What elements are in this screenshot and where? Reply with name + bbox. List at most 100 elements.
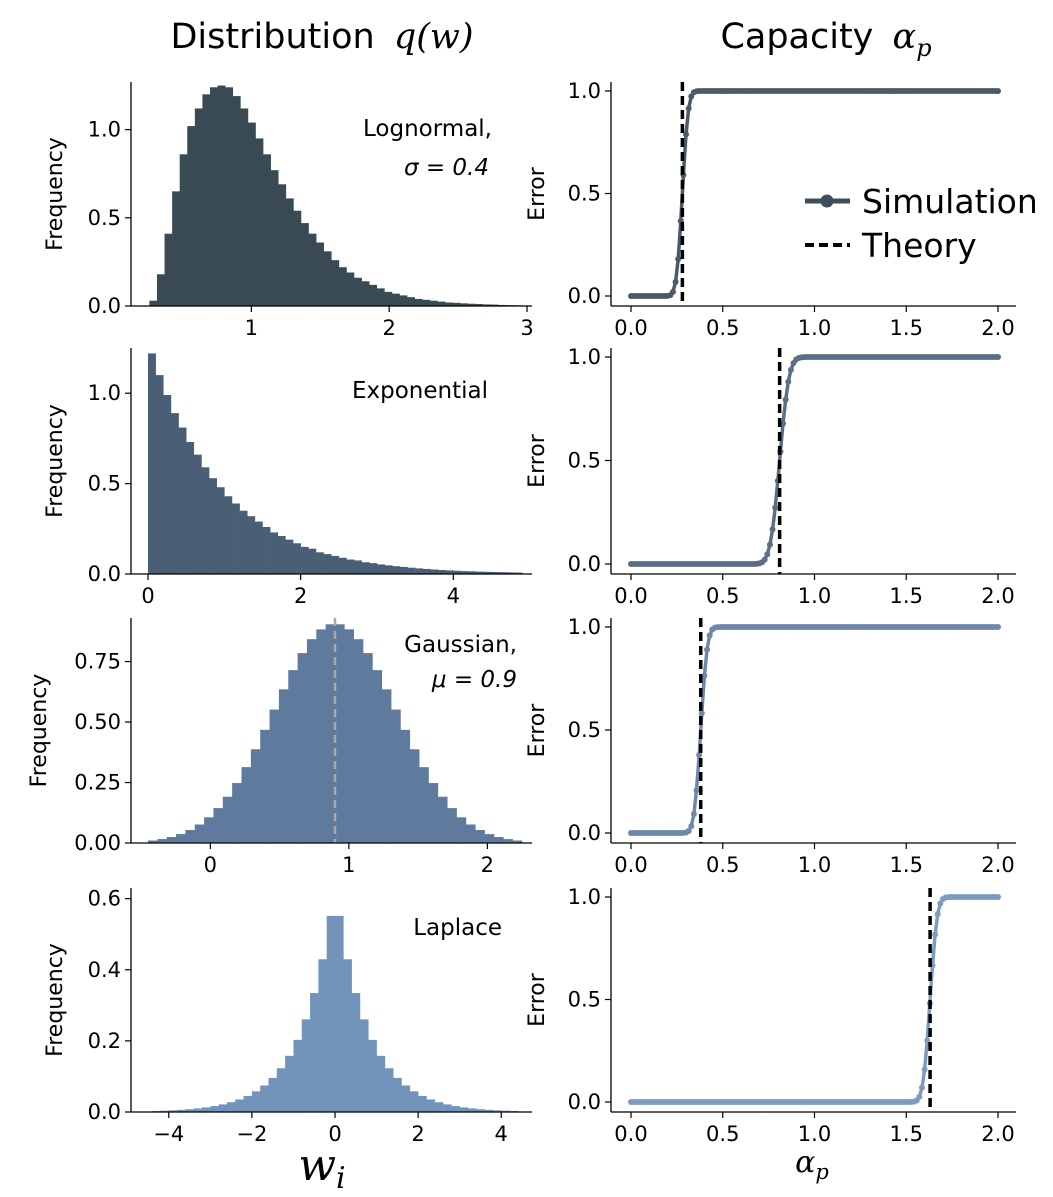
laplace-histogram-x-tick-label: 4 [495, 1122, 508, 1146]
gaussian-histogram-bar [250, 749, 261, 843]
gaussian-histogram-bar [157, 839, 167, 843]
gaussian-capacity-simulation-point [706, 632, 713, 639]
gaussian-histogram-annotation-math: μ = 0.9 [431, 667, 517, 693]
exponential-capacity-simulation-point [787, 366, 794, 373]
gaussian-histogram-bar [353, 639, 364, 843]
right-title-prefix: Capacity [720, 17, 873, 57]
gaussian-histogram-bar [503, 839, 513, 843]
exponential-histogram-bar [247, 516, 256, 574]
laplace-histogram-bar [401, 1085, 411, 1112]
lognormal-histogram-y-tick-label: 0.5 [88, 206, 121, 230]
lognormal-histogram-y-tick-label: 1.0 [88, 118, 121, 142]
laplace-histogram-bar [443, 1104, 452, 1112]
laplace-histogram-bar [492, 1110, 502, 1112]
gaussian-histogram-bar [185, 830, 196, 843]
laplace-histogram-bar [476, 1109, 485, 1112]
lognormal-histogram-bar [293, 210, 302, 306]
laplace-histogram-bar [168, 1110, 178, 1112]
exponential-histogram-bar [476, 571, 485, 574]
exponential-capacity-y-tick-label: 0.0 [568, 552, 601, 576]
lognormal-histogram-bar [391, 293, 400, 306]
gaussian-histogram-y-tick-label: 0.00 [74, 831, 121, 855]
lognormal-histogram-y-tick-label: 0.0 [88, 294, 121, 318]
gaussian-histogram-bar [260, 729, 270, 843]
gaussian-histogram-y-tick-label: 0.75 [74, 650, 121, 674]
exponential-capacity-x-tick-label: 2.0 [981, 584, 1014, 608]
gaussian-histogram-bar [419, 767, 429, 843]
exponential-capacity-y-tick-label: 0.5 [568, 449, 601, 473]
gaussian-capacity-simulation-point [690, 810, 697, 817]
laplace-histogram-bar [310, 993, 319, 1112]
lognormal-capacity-simulation-point [672, 278, 679, 285]
gaussian-capacity-simulation-point [696, 751, 703, 758]
laplace-histogram-bar [235, 1099, 244, 1112]
lognormal-capacity-y-tick-label: 0.5 [568, 182, 601, 206]
exponential-histogram-bar [148, 353, 156, 574]
exponential-histogram-bar [445, 570, 454, 574]
exponential-histogram-bar [155, 375, 164, 574]
exponential-capacity: 0.0 0.5 1.0 1.5 2.0 0.0 0.5 1.0 Error [525, 345, 1016, 608]
laplace-histogram-bar [426, 1099, 436, 1112]
lognormal-histogram-x-tick-label: 3 [520, 316, 533, 340]
exponential-histogram-bar [338, 557, 347, 574]
laplace-capacity-y-tick-label: 0.5 [568, 988, 601, 1012]
lognormal-histogram-bar [164, 233, 173, 306]
exponential-histogram-bar [483, 571, 492, 574]
lognormal-histogram-bar [270, 170, 279, 306]
gaussian-histogram-bar [204, 817, 214, 843]
gaussian-histogram-y-tick-label: 0.25 [74, 771, 121, 795]
laplace-histogram-bar [467, 1108, 477, 1112]
gaussian-histogram-bar [493, 837, 504, 843]
lognormal-histogram-bar [225, 87, 234, 306]
right-x-label: αp [795, 1145, 829, 1184]
laplace-histogram-bar [318, 959, 327, 1112]
laplace-histogram-bar [343, 959, 352, 1112]
exponential-histogram-bar [422, 568, 431, 574]
exponential-histogram-bar [193, 454, 202, 574]
lognormal-capacity-simulation-point [685, 105, 692, 112]
exponential-histogram-bar [254, 521, 263, 574]
laplace-histogram-bar [243, 1095, 253, 1112]
gaussian-capacity-x-tick-label: 0.5 [706, 853, 739, 877]
laplace-histogram-x-tick-label: −4 [153, 1122, 184, 1146]
laplace-histogram-bar [434, 1102, 444, 1112]
lognormal-capacity-x-tick-label: 1.5 [890, 316, 923, 340]
laplace-histogram-bar [384, 1068, 394, 1112]
laplace-histogram-bar [351, 993, 361, 1112]
exponential-histogram-bar [224, 496, 233, 574]
lognormal-histogram-bar [232, 96, 241, 307]
gaussian-capacity-x-tick-label: 1.5 [890, 853, 923, 877]
laplace-histogram-bar [451, 1106, 460, 1112]
exponential-capacity-y-tick-label: 1.0 [568, 345, 601, 369]
laplace-capacity-x-tick-label: 0.0 [614, 1122, 647, 1146]
exponential-histogram-bar [460, 571, 469, 574]
laplace-histogram-y-tick-label: 0.2 [88, 1029, 121, 1053]
laplace-capacity-simulation-point [932, 931, 939, 938]
exponential-histogram-bar [315, 552, 324, 574]
lognormal-histogram-bar [187, 126, 196, 307]
gaussian-histogram-bar [484, 834, 495, 843]
gaussian-capacity-simulation-point [701, 672, 708, 679]
laplace-capacity-simulation-point [918, 1084, 925, 1091]
laplace-histogram-bar [177, 1109, 186, 1112]
gaussian-histogram-bar [409, 749, 420, 843]
lognormal-capacity-x-tick-label: 0.0 [614, 316, 647, 340]
gaussian-capacity-simulation-point [685, 828, 692, 835]
legend-simulation-marker [820, 194, 834, 208]
laplace-capacity-simulation-point [995, 894, 1001, 900]
gaussian-histogram-bar [372, 670, 383, 843]
exponential-histogram-bar [163, 395, 172, 574]
lognormal-capacity-x-tick-label: 2.0 [981, 316, 1014, 340]
exponential-histogram-x-tick-label: 0 [141, 584, 154, 608]
lognormal-histogram-y-label: Frequency [43, 137, 68, 251]
laplace-histogram-bar [376, 1055, 386, 1112]
exponential-histogram-bar [399, 566, 408, 574]
right-column-title: Capacity αp [720, 17, 931, 62]
exponential-histogram-annotation: Exponential [352, 378, 488, 404]
gaussian-histogram-x-tick-label: 1 [342, 853, 355, 877]
exponential-histogram-x-tick-label: 2 [294, 584, 307, 608]
laplace-capacity-simulation-point [934, 911, 941, 918]
right-title-math: α [893, 17, 917, 57]
gaussian-histogram-bar [269, 709, 280, 843]
